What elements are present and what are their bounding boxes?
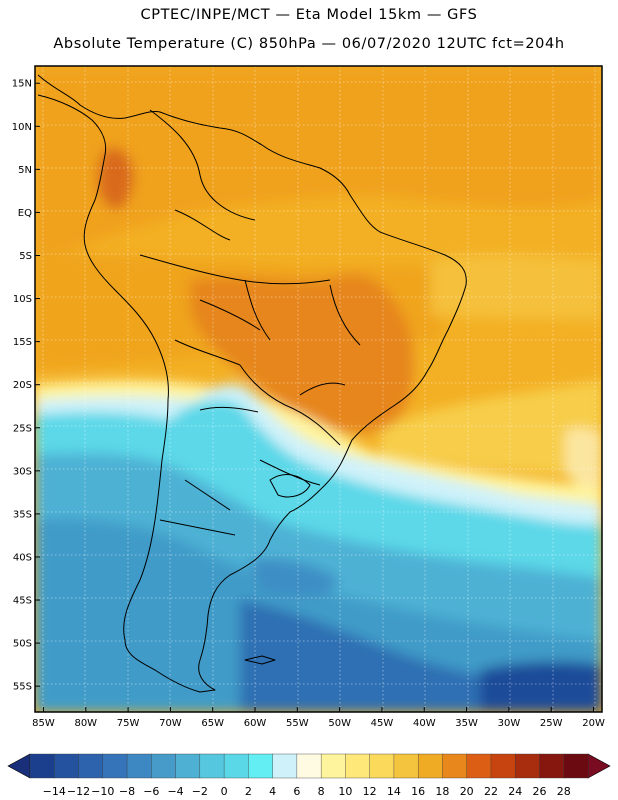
colorbar-label: 14 [387,785,401,798]
chart-subtitle: Absolute Temperature (C) 850hPa — 06/07/… [53,36,565,52]
colorbar-label: 6 [293,785,300,798]
lon-tick-label: 70W [159,718,182,729]
lat-tick-label: 45S [13,596,32,607]
colorbar-swatch [417,753,444,779]
lon-tick-label: 35W [455,718,478,729]
lat-tick-label: 15N [12,79,32,90]
latitude-axis: 15N 10N 5N EQ 5S 10S 15S 20S 25S 30S 35S 40S 45S 50S 5… [12,79,40,693]
lon-tick-label: 50W [328,718,351,729]
coastline-layer [37,74,467,693]
colorbar-swatch [296,753,322,779]
longitude-axis: 85W 80W 75W 70W 65W 60W 55W 50W 45W 40W 35W 30W 25W 2… [32,707,605,729]
lat-tick-label: 35S [13,509,32,520]
colorbar-label: −14 [43,785,66,798]
lat-tick-label: EQ [18,208,32,219]
colorbar-label: −4 [167,785,183,798]
lon-tick-label: 20W [582,718,605,729]
colorbar-swatch [490,753,516,779]
colorbar-swatch [369,753,395,779]
colorbar-swatch [320,753,346,779]
colorbar-swatch [223,753,249,779]
lat-tick-label: 25S [13,423,32,434]
colorbar-label: 0 [221,785,228,798]
colorbar-swatch [272,753,298,779]
colorbar-label: 22 [484,785,498,798]
chart-title: CPTEC/INPE/MCT — Eta Model 15km — GFS [140,7,478,23]
colorbar-label: −2 [192,785,208,798]
lon-tick-label: 85W [32,718,55,729]
colorbar-label: 8 [318,785,325,798]
colorbar-label: −6 [143,785,159,798]
lon-tick-label: 75W [117,718,140,729]
colorbar-swatch [393,753,419,779]
lon-tick-label: 30W [498,718,521,729]
colorbar-label: 16 [411,785,425,798]
colorbar-swatch [54,753,80,779]
colorbar-swatch [199,753,225,779]
lon-tick-label: 60W [244,718,267,729]
colorbar-label: 10 [338,785,352,798]
lat-tick-label: 40S [13,552,32,563]
map-frame [34,65,603,713]
colorbar-swatch [126,753,152,779]
colorbar-label: 12 [363,785,377,798]
colorbar-swatch [466,753,492,779]
colorbar-label: 28 [557,785,571,798]
lat-tick-label: 50S [13,639,32,650]
colorbar-swatch [175,753,201,779]
colorbar-swatch [539,753,565,779]
colorbar-label: 2 [245,785,252,798]
colorbar-label: 26 [532,785,546,798]
lon-tick-label: 65W [201,718,224,729]
colorbar-swatch [563,753,589,779]
colorbar-swatch [442,753,468,779]
colorbar-swatch [29,753,55,779]
lon-tick-label: 40W [413,718,436,729]
colorbar-label: −12 [67,785,90,798]
temperature-field [35,66,602,712]
colorbar-label: −10 [91,785,114,798]
colorbar-swatch [151,753,177,779]
colorbar-swatch [345,753,371,779]
lon-tick-label: 45W [371,718,394,729]
lat-tick-label: 20S [13,380,32,391]
lat-tick-label: 10S [13,294,32,305]
lat-tick-label: 30S [13,466,32,477]
colorbar-label: −8 [119,785,135,798]
colorbar-swatch [78,753,104,779]
lat-tick-label: 15S [13,337,32,348]
colorbar-swatch [102,753,128,779]
colorbar-swatch [248,753,274,779]
lon-tick-label: 55W [286,718,309,729]
lon-tick-label: 25W [540,718,563,729]
colorbar-label: 20 [460,785,474,798]
lat-tick-label: 10N [12,122,32,133]
colorbar-label: 18 [435,785,449,798]
colorbar: −14 −12 −10 −8 −6 −4 −2 0 2 4 6 8 10 12 14 16 18 20 22 24 26… [7,753,611,798]
lat-tick-label: 5N [18,165,32,176]
colorbar-label: 24 [508,785,522,798]
colorbar-above-arrow [587,753,611,779]
lat-tick-label: 5S [19,251,32,262]
colorbar-label: 4 [269,785,276,798]
lon-tick-label: 80W [74,718,97,729]
colorbar-below-arrow [7,753,31,779]
colorbar-swatch [515,753,541,779]
lat-tick-label: 55S [13,682,32,693]
